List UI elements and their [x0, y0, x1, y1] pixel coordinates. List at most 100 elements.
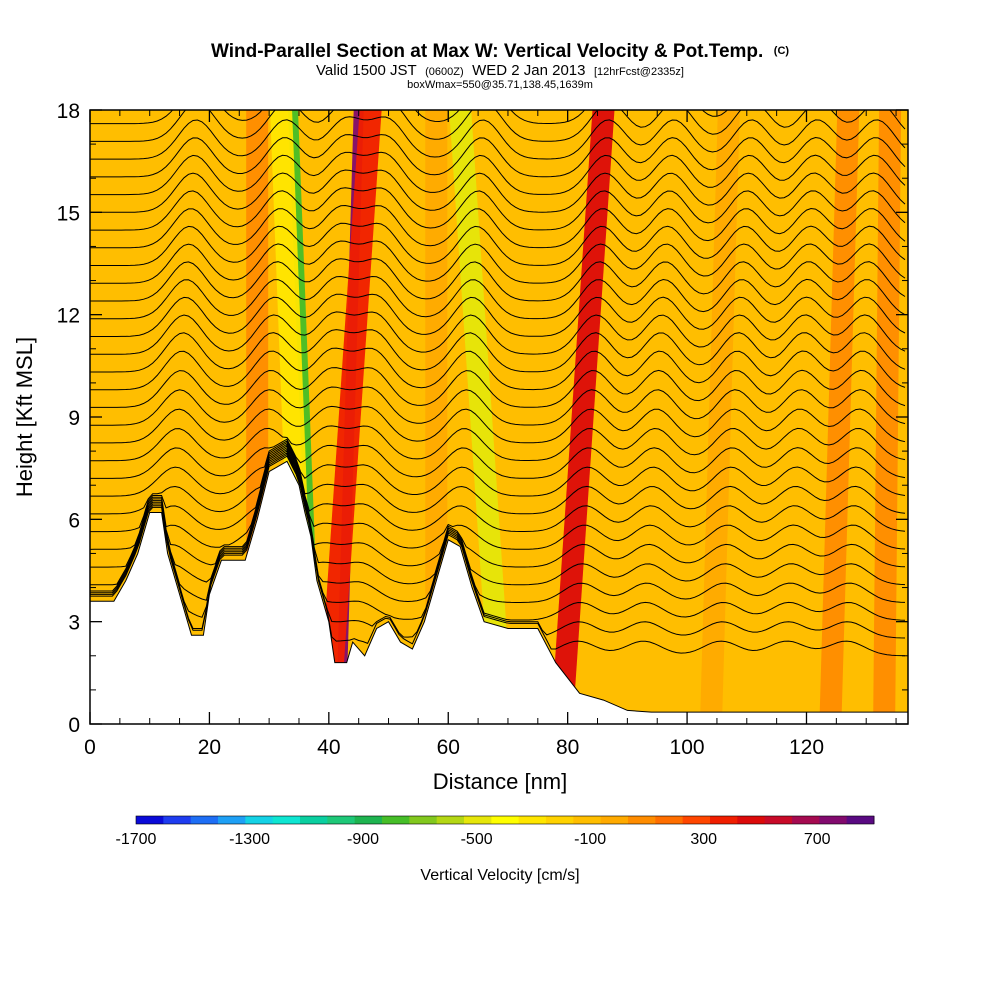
x-tick-label-100: 100 — [670, 736, 705, 759]
theta-contour-17 — [90, 311, 906, 355]
velocity-band-1 — [317, 110, 382, 724]
colorbar-swatch-25 — [819, 816, 848, 824]
theta-contour-13 — [90, 386, 906, 426]
axes: 0 20 40 60 80 100 120 0 3 6 9 12 15 18 — [57, 100, 908, 759]
colorbar-swatch-0 — [136, 816, 164, 824]
y-tick-label-0: 0 — [68, 714, 80, 737]
theta-contour-0 — [90, 455, 906, 657]
colorbar-label: Vertical Velocity [cm/s] — [420, 867, 579, 884]
velocity-band-10 — [873, 110, 902, 724]
theta-contour-8 — [90, 441, 906, 515]
theta-contours — [90, 110, 906, 657]
colorbar-swatch-21 — [710, 816, 738, 824]
colorbar-swatch-6 — [300, 816, 328, 824]
x-tick-label-80: 80 — [556, 736, 579, 759]
theta-contour-7 — [90, 443, 906, 533]
y-tick-label-18: 18 — [57, 100, 80, 123]
theta-contour-24 — [90, 187, 906, 231]
plot-area — [90, 110, 908, 724]
theta-contour-15 — [90, 347, 906, 391]
chart-title: Wind-Parallel Section at Max W: Vertical… — [211, 41, 789, 62]
x-tick-label-20: 20 — [198, 736, 221, 759]
theta-contour-27 — [90, 134, 906, 178]
y-tick-label-9: 9 — [68, 407, 80, 430]
colorbar-tick-label-3: -500 — [461, 831, 493, 848]
colorbar-swatch-13 — [491, 816, 520, 824]
theta-contour-30 — [90, 110, 906, 125]
colorbar-swatch-16 — [573, 816, 602, 824]
theta-contour-6 — [90, 445, 906, 550]
theta-contour-29 — [90, 110, 906, 142]
colorbar-tick-label-2: -900 — [347, 831, 379, 848]
colorbar-swatch-3 — [218, 816, 246, 824]
colorbar-swatch-20 — [682, 816, 711, 824]
colorbar-swatch-2 — [190, 816, 219, 824]
forecast-info: [12hrFcst@2335z] — [594, 66, 684, 78]
theta-contour-5 — [90, 446, 906, 568]
theta-contour-10 — [90, 438, 906, 479]
theta-contour-11 — [90, 425, 906, 462]
colorbar-swatch-23 — [764, 816, 793, 824]
colorbar-swatch-10 — [409, 816, 438, 824]
theta-contour-14 — [90, 367, 906, 408]
x-axis-label: Distance [nm] — [433, 769, 568, 794]
colorbar-swatch-18 — [628, 816, 656, 824]
colorbar-tick-label-6: 700 — [804, 831, 831, 848]
colorbar-swatch-19 — [655, 816, 684, 824]
colorbar-tick-label-0: -1700 — [116, 831, 157, 848]
theta-contour-4 — [90, 448, 906, 586]
y-axis-label: Height [Kft MSL] — [12, 337, 37, 497]
valid-time: Valid 1500 JST — [316, 62, 417, 79]
colorbar-swatch-12 — [464, 816, 492, 824]
y-tick-label-3: 3 — [68, 612, 80, 635]
colorbar-tick-label-1: -1300 — [229, 831, 270, 848]
velocity-band-4 — [449, 110, 513, 724]
theta-contour-12 — [90, 405, 906, 444]
theta-contour-2 — [90, 452, 906, 621]
colorbar-swatch-14 — [518, 816, 547, 824]
terrain — [90, 460, 908, 724]
y-tick-label-15: 15 — [57, 202, 80, 225]
valid-date: WED 2 Jan 2013 — [472, 62, 585, 79]
colorbar-swatch-11 — [436, 816, 465, 824]
box-info: boxWmax=550@35.71,138.45,1639m — [407, 79, 593, 91]
theta-contour-18 — [90, 293, 906, 337]
y-tick-label-12: 12 — [57, 305, 80, 328]
theta-contour-16 — [90, 329, 906, 373]
colorbar-swatch-5 — [272, 816, 301, 824]
colorbar-swatch-8 — [354, 816, 383, 824]
colorbar-swatch-26 — [846, 816, 875, 824]
theta-contour-3 — [90, 450, 906, 603]
colorbar-swatch-22 — [737, 816, 766, 824]
y-tick-label-6: 6 — [68, 509, 80, 532]
colorbar-tick-label-4: -100 — [574, 831, 606, 848]
colorbar-tick-label-5: 300 — [690, 831, 717, 848]
x-tick-label-40: 40 — [317, 736, 340, 759]
theta-contour-23 — [90, 204, 906, 249]
theta-contour-21 — [90, 240, 906, 284]
theta-contour-26 — [90, 151, 906, 196]
chart-subtitle: Valid 1500 JST (0600Z) WED 2 Jan 2013 [1… — [316, 62, 684, 79]
theta-contour-1 — [90, 453, 906, 639]
colorbar-swatch-15 — [546, 816, 574, 824]
chart-title-main: Wind-Parallel Section at Max W: Vertical… — [211, 41, 763, 62]
x-tick-label-120: 120 — [789, 736, 824, 759]
theta-contour-9 — [90, 440, 906, 497]
colorbar-swatch-9 — [382, 816, 410, 824]
x-tick-label-0: 0 — [84, 736, 96, 759]
x-tick-label-60: 60 — [437, 736, 460, 759]
terrain-profile — [90, 460, 908, 724]
colorbar: -1700 -1300 -900 -500 -100 300 700 — [116, 815, 875, 848]
theta-contour-25 — [90, 169, 906, 213]
theta-contour-19 — [90, 275, 906, 320]
colorbar-swatch-7 — [327, 816, 356, 824]
colorbar-swatch-24 — [792, 816, 820, 824]
colorbar-swatch-4 — [245, 816, 274, 824]
theta-contour-28 — [90, 116, 906, 160]
theta-contour-22 — [90, 222, 906, 266]
colorbar-swatch-1 — [163, 816, 192, 824]
colorbar-frame — [135, 815, 875, 825]
chart-title-copyright: (C) — [774, 45, 790, 57]
utc-time: (0600Z) — [425, 66, 464, 78]
